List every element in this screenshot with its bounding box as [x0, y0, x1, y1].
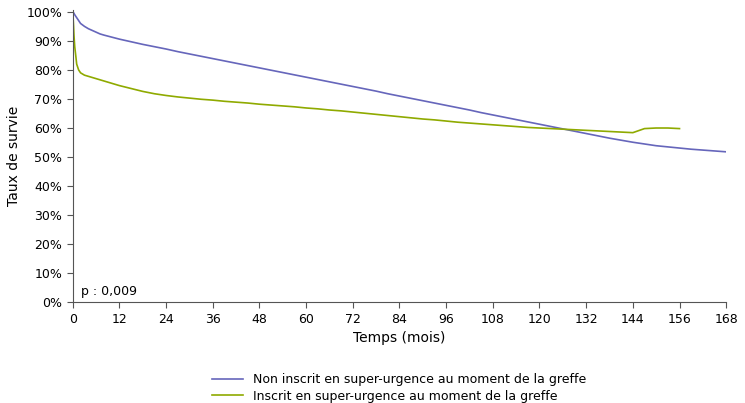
Non inscrit en super-urgence au moment de la greffe [290, 73, 299, 77]
Non inscrit en super-urgence au moment de la greffe [558, 127, 567, 131]
Non inscrit en super-urgence au moment de la greffe [95, 31, 104, 36]
Text: p : 0,009: p : 0,009 [80, 285, 136, 298]
Legend: Non inscrit en super-urgence au moment de la greffe, Inscrit en super-urgence au: Non inscrit en super-urgence au moment d… [206, 367, 593, 403]
Inscrit en super-urgence au moment de la greffe [150, 91, 159, 96]
Inscrit en super-urgence au moment de la greffe [244, 101, 253, 106]
Line: Non inscrit en super-urgence au moment de la greffe: Non inscrit en super-urgence au moment d… [73, 12, 726, 152]
Inscrit en super-urgence au moment de la greffe [314, 106, 323, 111]
Non inscrit en super-urgence au moment de la greffe [197, 54, 206, 59]
Non inscrit en super-urgence au moment de la greffe [722, 150, 731, 154]
Line: Inscrit en super-urgence au moment de la greffe: Inscrit en super-urgence au moment de la… [73, 12, 679, 133]
Inscrit en super-urgence au moment de la greffe [628, 130, 637, 135]
Inscrit en super-urgence au moment de la greffe [675, 126, 684, 131]
Inscrit en super-urgence au moment de la greffe [107, 81, 116, 86]
Non inscrit en super-urgence au moment de la greffe [150, 44, 159, 49]
Y-axis label: Taux de survie: Taux de survie [7, 106, 21, 206]
Non inscrit en super-urgence au moment de la greffe [69, 9, 77, 14]
Inscrit en super-urgence au moment de la greffe [652, 126, 661, 131]
Non inscrit en super-urgence au moment de la greffe [663, 144, 672, 149]
Inscrit en super-urgence au moment de la greffe [69, 9, 77, 14]
Inscrit en super-urgence au moment de la greffe [570, 127, 579, 132]
X-axis label: Temps (mois): Temps (mois) [353, 331, 446, 345]
